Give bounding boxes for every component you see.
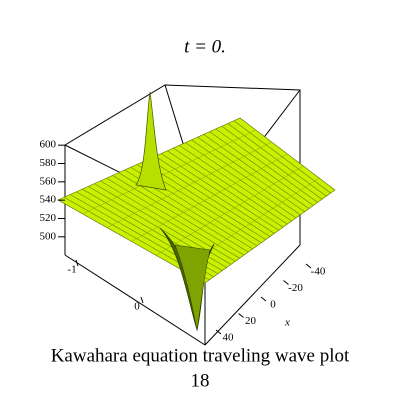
z-tick-label: 540	[40, 194, 57, 206]
surface-spike	[135, 91, 167, 191]
z-tick-label: 580	[40, 157, 57, 169]
x-tick-label: 0	[270, 299, 276, 311]
caption: 18	[191, 370, 210, 391]
box-edge	[64, 254, 206, 346]
surface-dip	[174, 244, 211, 331]
x-tick	[238, 313, 244, 318]
y-tick-label: -1	[67, 264, 76, 276]
surface-mesh	[106, 141, 272, 228]
z-tick-label: 520	[40, 212, 57, 224]
x-tick-label: 40	[223, 332, 235, 344]
x-tick	[305, 263, 312, 269]
caption: Kawahara equation traveling wave plot	[51, 345, 350, 366]
z-tick-label: 560	[40, 175, 57, 187]
box-edge	[204, 244, 301, 346]
surface-mesh	[155, 165, 304, 256]
z-tick-label: 500	[40, 230, 57, 242]
y-tick	[75, 259, 79, 267]
y-tick-label: 0	[134, 301, 140, 313]
x-tick-label: 20	[245, 315, 257, 327]
surface-mesh	[131, 153, 288, 242]
x-tick-label: -20	[288, 282, 303, 294]
x-tick	[215, 329, 222, 335]
z-tick-label: 600	[40, 139, 57, 151]
y-tick	[140, 296, 144, 304]
x-tick	[283, 280, 289, 285]
x-axis-label: x	[284, 317, 290, 329]
x-tick	[260, 296, 267, 302]
surface	[57, 91, 336, 332]
surface-mesh	[82, 129, 256, 215]
x-tick-label: -40	[311, 266, 326, 278]
chart-title: t = 0.	[184, 36, 226, 57]
